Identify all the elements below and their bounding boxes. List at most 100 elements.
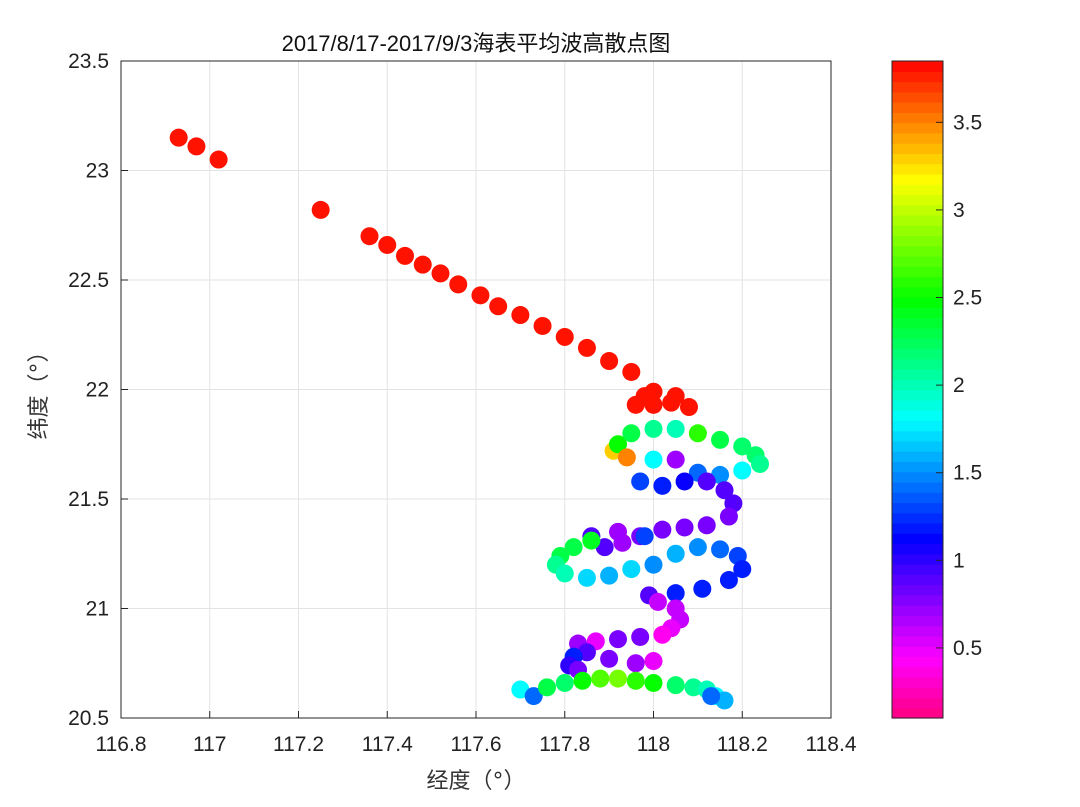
colorbar-segment — [892, 143, 943, 154]
colorbar-segment — [892, 399, 943, 411]
x-tick-label: 117.2 — [273, 733, 324, 756]
colorbar-segment — [892, 481, 943, 493]
colorbar-segment — [892, 338, 943, 350]
x-tick-label: 117.8 — [539, 733, 590, 756]
data-point — [635, 527, 654, 546]
colorbar-segment — [892, 666, 943, 678]
x-tick-label: 118 — [637, 733, 670, 756]
data-point — [719, 507, 738, 526]
data-point — [653, 520, 672, 539]
data-point — [711, 430, 730, 449]
colorbar-segment — [892, 307, 943, 319]
colorbar-ticks: 0.5 1 1.5 2 2.5 3 3.5 — [936, 111, 982, 660]
x-axis-ticks: 116.8 117 117.2 117.4 117.6 117.8 118 118.2 118.… — [96, 711, 857, 756]
data-point — [666, 387, 685, 406]
data-point — [715, 481, 734, 500]
data-point — [622, 362, 641, 381]
data-point — [697, 516, 716, 535]
data-point — [688, 538, 707, 557]
colorbar-segment — [892, 163, 943, 175]
colorbar-segment — [892, 71, 943, 83]
data-point — [697, 472, 716, 491]
colorbar-tick-label: 2 — [953, 374, 965, 397]
data-point — [666, 584, 685, 603]
colorbar-segment — [892, 533, 943, 545]
data-point — [635, 387, 654, 406]
data-point — [573, 671, 592, 690]
data-point — [609, 669, 627, 688]
colorbar-segment — [892, 153, 943, 165]
data-point — [511, 680, 530, 699]
colorbar-segment — [892, 102, 943, 113]
colorbar-segment — [892, 646, 943, 658]
data-point — [396, 246, 414, 265]
colorbar-segment — [892, 317, 943, 329]
data-point — [413, 255, 432, 274]
colorbar-segment — [892, 276, 943, 288]
y-axis-ticks: 20.5 21 21.5 22 22.5 23 23.5 — [68, 50, 128, 730]
colorbar-segment — [892, 574, 943, 586]
data-point — [311, 200, 330, 219]
colorbar-segment — [892, 122, 943, 134]
data-point — [595, 538, 614, 557]
colorbar-tick-label: 3.5 — [953, 111, 982, 134]
colorbar-segment — [892, 368, 943, 380]
colorbar-segment — [892, 605, 943, 616]
data-point — [511, 306, 530, 325]
colorbar-segment — [892, 676, 943, 688]
colorbar-segment — [892, 553, 943, 565]
colorbar-segment — [892, 625, 943, 637]
colorbar-segment — [892, 245, 943, 257]
y-tick-label: 20.5 — [68, 707, 109, 730]
y-axis-label: 纬度（°） — [27, 340, 52, 439]
chart-title: 2017/8/17-2017/9/3海表平均波高散点图 — [282, 31, 671, 56]
colorbar-segment — [892, 286, 943, 298]
data-point — [653, 476, 672, 495]
colorbar-segment — [892, 687, 943, 699]
data-point — [666, 544, 685, 563]
colorbar-segment — [892, 707, 943, 719]
data-point — [648, 592, 667, 611]
colorbar-segment — [892, 656, 943, 668]
y-tick-label: 21 — [86, 598, 109, 621]
data-point — [680, 398, 698, 417]
data-point — [719, 571, 738, 590]
data-point — [653, 625, 672, 644]
data-point — [688, 424, 707, 443]
data-point — [644, 419, 663, 438]
data-point — [378, 235, 397, 254]
colorbar-segment — [892, 389, 943, 401]
data-point — [693, 579, 712, 598]
colorbar-segment — [892, 91, 943, 103]
colorbar-segment — [892, 440, 943, 452]
colorbar-segment — [892, 266, 943, 278]
data-point — [555, 327, 574, 346]
data-point — [609, 630, 627, 649]
data-point — [209, 150, 228, 169]
colorbar-segment — [892, 225, 943, 237]
data-point — [187, 137, 206, 156]
colorbar-tick-label: 1.5 — [953, 462, 982, 485]
colorbar-segment — [892, 543, 943, 555]
colorbar-segment — [892, 594, 943, 606]
colorbar-segment — [892, 492, 943, 504]
data-point — [626, 671, 645, 690]
data-points — [169, 128, 769, 710]
data-point — [644, 652, 663, 671]
x-tick-label: 118.2 — [717, 733, 768, 756]
colorbar-segment — [892, 461, 943, 473]
data-point — [733, 560, 752, 579]
data-point — [644, 450, 663, 469]
colorbar-segment — [892, 410, 943, 421]
colorbar — [892, 61, 943, 719]
colorbar-segment — [892, 635, 943, 647]
colorbar-segment — [892, 615, 943, 627]
x-tick-label: 118.4 — [806, 733, 857, 756]
colorbar-segment — [892, 235, 943, 247]
colorbar-segment — [892, 112, 943, 124]
colorbar-segment — [892, 451, 943, 462]
x-axis-label: 经度（°） — [426, 769, 525, 794]
data-point — [631, 627, 650, 646]
colorbar-segment — [892, 584, 943, 596]
colorbar-segment — [892, 348, 943, 360]
